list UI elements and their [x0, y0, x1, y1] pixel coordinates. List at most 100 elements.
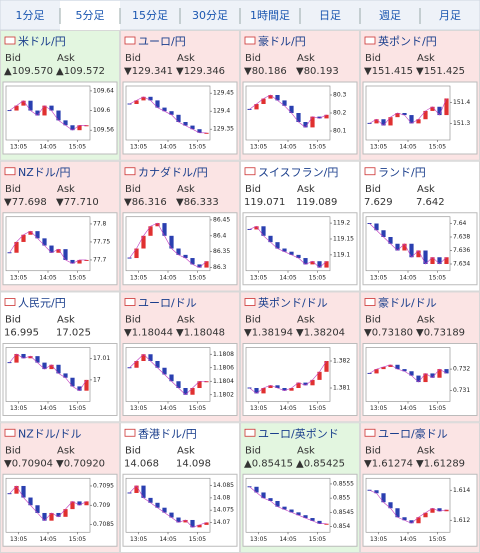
candle	[282, 100, 287, 106]
pair-name[interactable]: 英ポンド/ドル	[258, 296, 328, 310]
rate-panel[interactable]: 英ポンド/円 Bid Ask ▼151.415 ▼151.425 151.3 151.4 13…	[360, 30, 480, 161]
flag-icon	[364, 167, 376, 176]
bid-label: Bid	[245, 445, 261, 456]
tab[interactable]: 15分足	[132, 9, 168, 22]
candle	[169, 512, 174, 518]
x-tick-label: 14:05	[159, 144, 176, 151]
rate-panel[interactable]: 豪ドル/円 Bid Ask ▼80.186 ▼80.193 80.1 80.2 80.3 13:…	[240, 30, 360, 161]
ask-label: Ask	[297, 184, 315, 195]
rate-panel[interactable]: NZドル/円 Bid Ask ▼77.698 ▼77.710 77.7 77.75 77.8 1…	[0, 160, 120, 292]
bid-value: ▼80.186	[244, 66, 287, 77]
price-line	[129, 485, 207, 528]
y-tick-label: 109.64	[93, 87, 114, 94]
pair-name[interactable]: 香港ドル/円	[138, 427, 197, 440]
rate-panel[interactable]: スイスフラン/円 Bid Ask 119.071 119.089 119.1 119.15 1…	[240, 160, 360, 292]
rate-panel[interactable]: ユーロ/英ポンド Bid Ask ▲0.85415 ▲0.85425 0.854 0.854…	[240, 422, 360, 553]
ask-label: Ask	[417, 445, 435, 456]
pair-name[interactable]: 英ポンド/円	[378, 34, 437, 48]
pair-name[interactable]: 豪ドル/円	[258, 34, 306, 48]
pair-name[interactable]: ユーロ/豪ドル	[378, 426, 448, 440]
pair-name[interactable]: NZドル/ドル	[18, 427, 81, 440]
candle	[381, 493, 386, 503]
rate-panel[interactable]: ランド/円 Bid Ask 7.629 7.642 7.634 7.636 7.638 7.64…	[360, 160, 480, 292]
tab[interactable]: 30分足	[192, 9, 228, 22]
pair-name[interactable]: カナダドル/円	[138, 165, 208, 179]
candle	[268, 235, 273, 243]
pair-name[interactable]: スイスフラン/円	[258, 166, 338, 179]
rate-panel[interactable]: 米ドル/円 Bid Ask ▲109.570 ▲109.572 109.56 109.6 10…	[0, 30, 120, 161]
y-tick-label: 1.1804	[213, 378, 234, 385]
pair-name[interactable]: 米ドル/円	[18, 35, 66, 48]
rate-panel[interactable]: NZドル/ドル Bid Ask ▼0.70904 ▼0.70920 0.7085 0.709…	[0, 422, 120, 553]
chart-box	[242, 212, 358, 286]
rate-panel[interactable]: カナダドル/円 Bid Ask ▼86.316 ▼86.333 86.3 86.35 86.4…	[120, 160, 240, 292]
rate-panel[interactable]: ユーロ/豪ドル Bid Ask ▼1.61274 ▼1.61289 1.612 1.614 1…	[360, 422, 480, 553]
ask-label: Ask	[57, 315, 75, 326]
x-tick-label: 13:05	[130, 536, 147, 543]
y-tick-label: 151.4	[453, 99, 470, 106]
flag-icon	[4, 167, 16, 176]
rate-panel[interactable]: 香港ドル/円 Bid Ask 14.068 14.098 14.07 14.075 14.08…	[120, 422, 240, 553]
candle	[63, 373, 68, 378]
pair-name[interactable]: ユーロ/ドル	[138, 297, 197, 310]
flag-icon	[244, 428, 256, 437]
rate-panel[interactable]: ユーロ/円 Bid Ask ▼129.341 ▼129.346 129.35 129.4 12…	[120, 30, 240, 161]
candle	[77, 386, 82, 391]
pair-name[interactable]: ユーロ/英ポンド	[258, 426, 339, 440]
candle	[268, 498, 273, 501]
y-tick-label: 14.085	[213, 482, 234, 489]
bid-label: Bid	[365, 184, 381, 195]
tab[interactable]: 日足	[319, 9, 341, 22]
x-tick-label: 15:05	[69, 536, 86, 543]
rate-panel[interactable]: 豪ドル/ドル Bid Ask ▼0.73180 ▼0.73189 0.731 0.732 13…	[360, 291, 480, 423]
pair-name[interactable]: 豪ドル/ドル	[378, 296, 437, 310]
candle	[169, 111, 174, 115]
tab[interactable]: 1分足	[16, 9, 45, 22]
candle	[21, 485, 26, 498]
y-tick-label: 1.381	[333, 385, 350, 392]
ask-value: ▼1.18048	[176, 328, 225, 339]
y-tick-label: 1.1806	[213, 364, 234, 371]
candle	[148, 354, 153, 361]
x-tick-label: 14:05	[279, 274, 296, 281]
flag-icon	[4, 298, 16, 306]
flag-icon	[244, 36, 256, 45]
pair-name[interactable]: ランド/円	[378, 166, 426, 179]
candle	[261, 388, 266, 394]
candle	[21, 353, 26, 359]
y-tick-label: 1.1808	[213, 351, 234, 358]
bid-value: ▼0.70904	[4, 458, 53, 469]
candle	[183, 254, 188, 259]
candle	[134, 485, 139, 493]
candle	[303, 258, 308, 265]
pair-name[interactable]: 人民元/円	[18, 297, 66, 310]
candle	[134, 248, 139, 259]
pair-name[interactable]: ユーロ/円	[138, 35, 186, 48]
bid-value: ▼1.18044	[124, 328, 173, 339]
rate-panel[interactable]: 英ポンド/ドル Bid Ask ▼1.38194 ▼1.38204 1.381 1.382 1…	[240, 291, 360, 423]
ask-label: Ask	[417, 315, 435, 326]
candle	[148, 226, 153, 236]
y-tick-label: 7.634	[453, 261, 470, 268]
x-tick-label: 15:05	[69, 144, 86, 151]
candle	[395, 364, 400, 370]
candle	[374, 490, 379, 494]
candle	[28, 100, 33, 111]
y-tick-label: 14.07	[213, 519, 230, 526]
ask-value: ▼1.38204	[296, 328, 345, 339]
tab[interactable]: 週足	[379, 9, 401, 22]
rate-panel[interactable]: ユーロ/ドル Bid Ask ▼1.18044 ▼1.18048 1.1802 1.1804…	[120, 291, 240, 423]
tab[interactable]: 月足	[439, 9, 461, 22]
rate-panel[interactable]: 人民元/円 Bid Ask 16.995 17.025 17 17.01 13:05 14:05…	[0, 291, 120, 423]
bid-value: ▼86.316	[124, 197, 167, 208]
y-tick-label: 1.614	[453, 487, 470, 494]
tab[interactable]: 1時間足	[250, 9, 290, 22]
candle	[141, 354, 146, 361]
tab[interactable]: 5分足	[76, 9, 105, 22]
candle	[21, 100, 26, 106]
x-tick-label: 15:05	[189, 144, 206, 151]
x-tick-label: 14:05	[39, 274, 56, 281]
pair-name[interactable]: NZドル/円	[18, 166, 70, 179]
y-tick-label: 1.612	[453, 517, 470, 524]
